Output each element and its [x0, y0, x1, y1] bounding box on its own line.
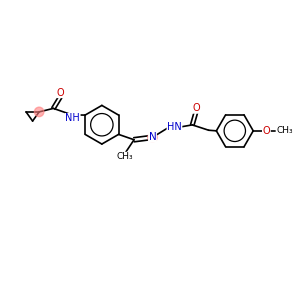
- Text: O: O: [262, 126, 270, 136]
- Circle shape: [148, 133, 157, 142]
- Text: NH: NH: [65, 113, 80, 124]
- Text: CH₃: CH₃: [276, 126, 293, 135]
- Text: O: O: [56, 88, 64, 98]
- Text: HN: HN: [167, 122, 182, 132]
- Text: N: N: [148, 132, 156, 142]
- Text: O: O: [192, 103, 200, 113]
- Circle shape: [34, 107, 44, 117]
- Text: CH₃: CH₃: [117, 152, 134, 161]
